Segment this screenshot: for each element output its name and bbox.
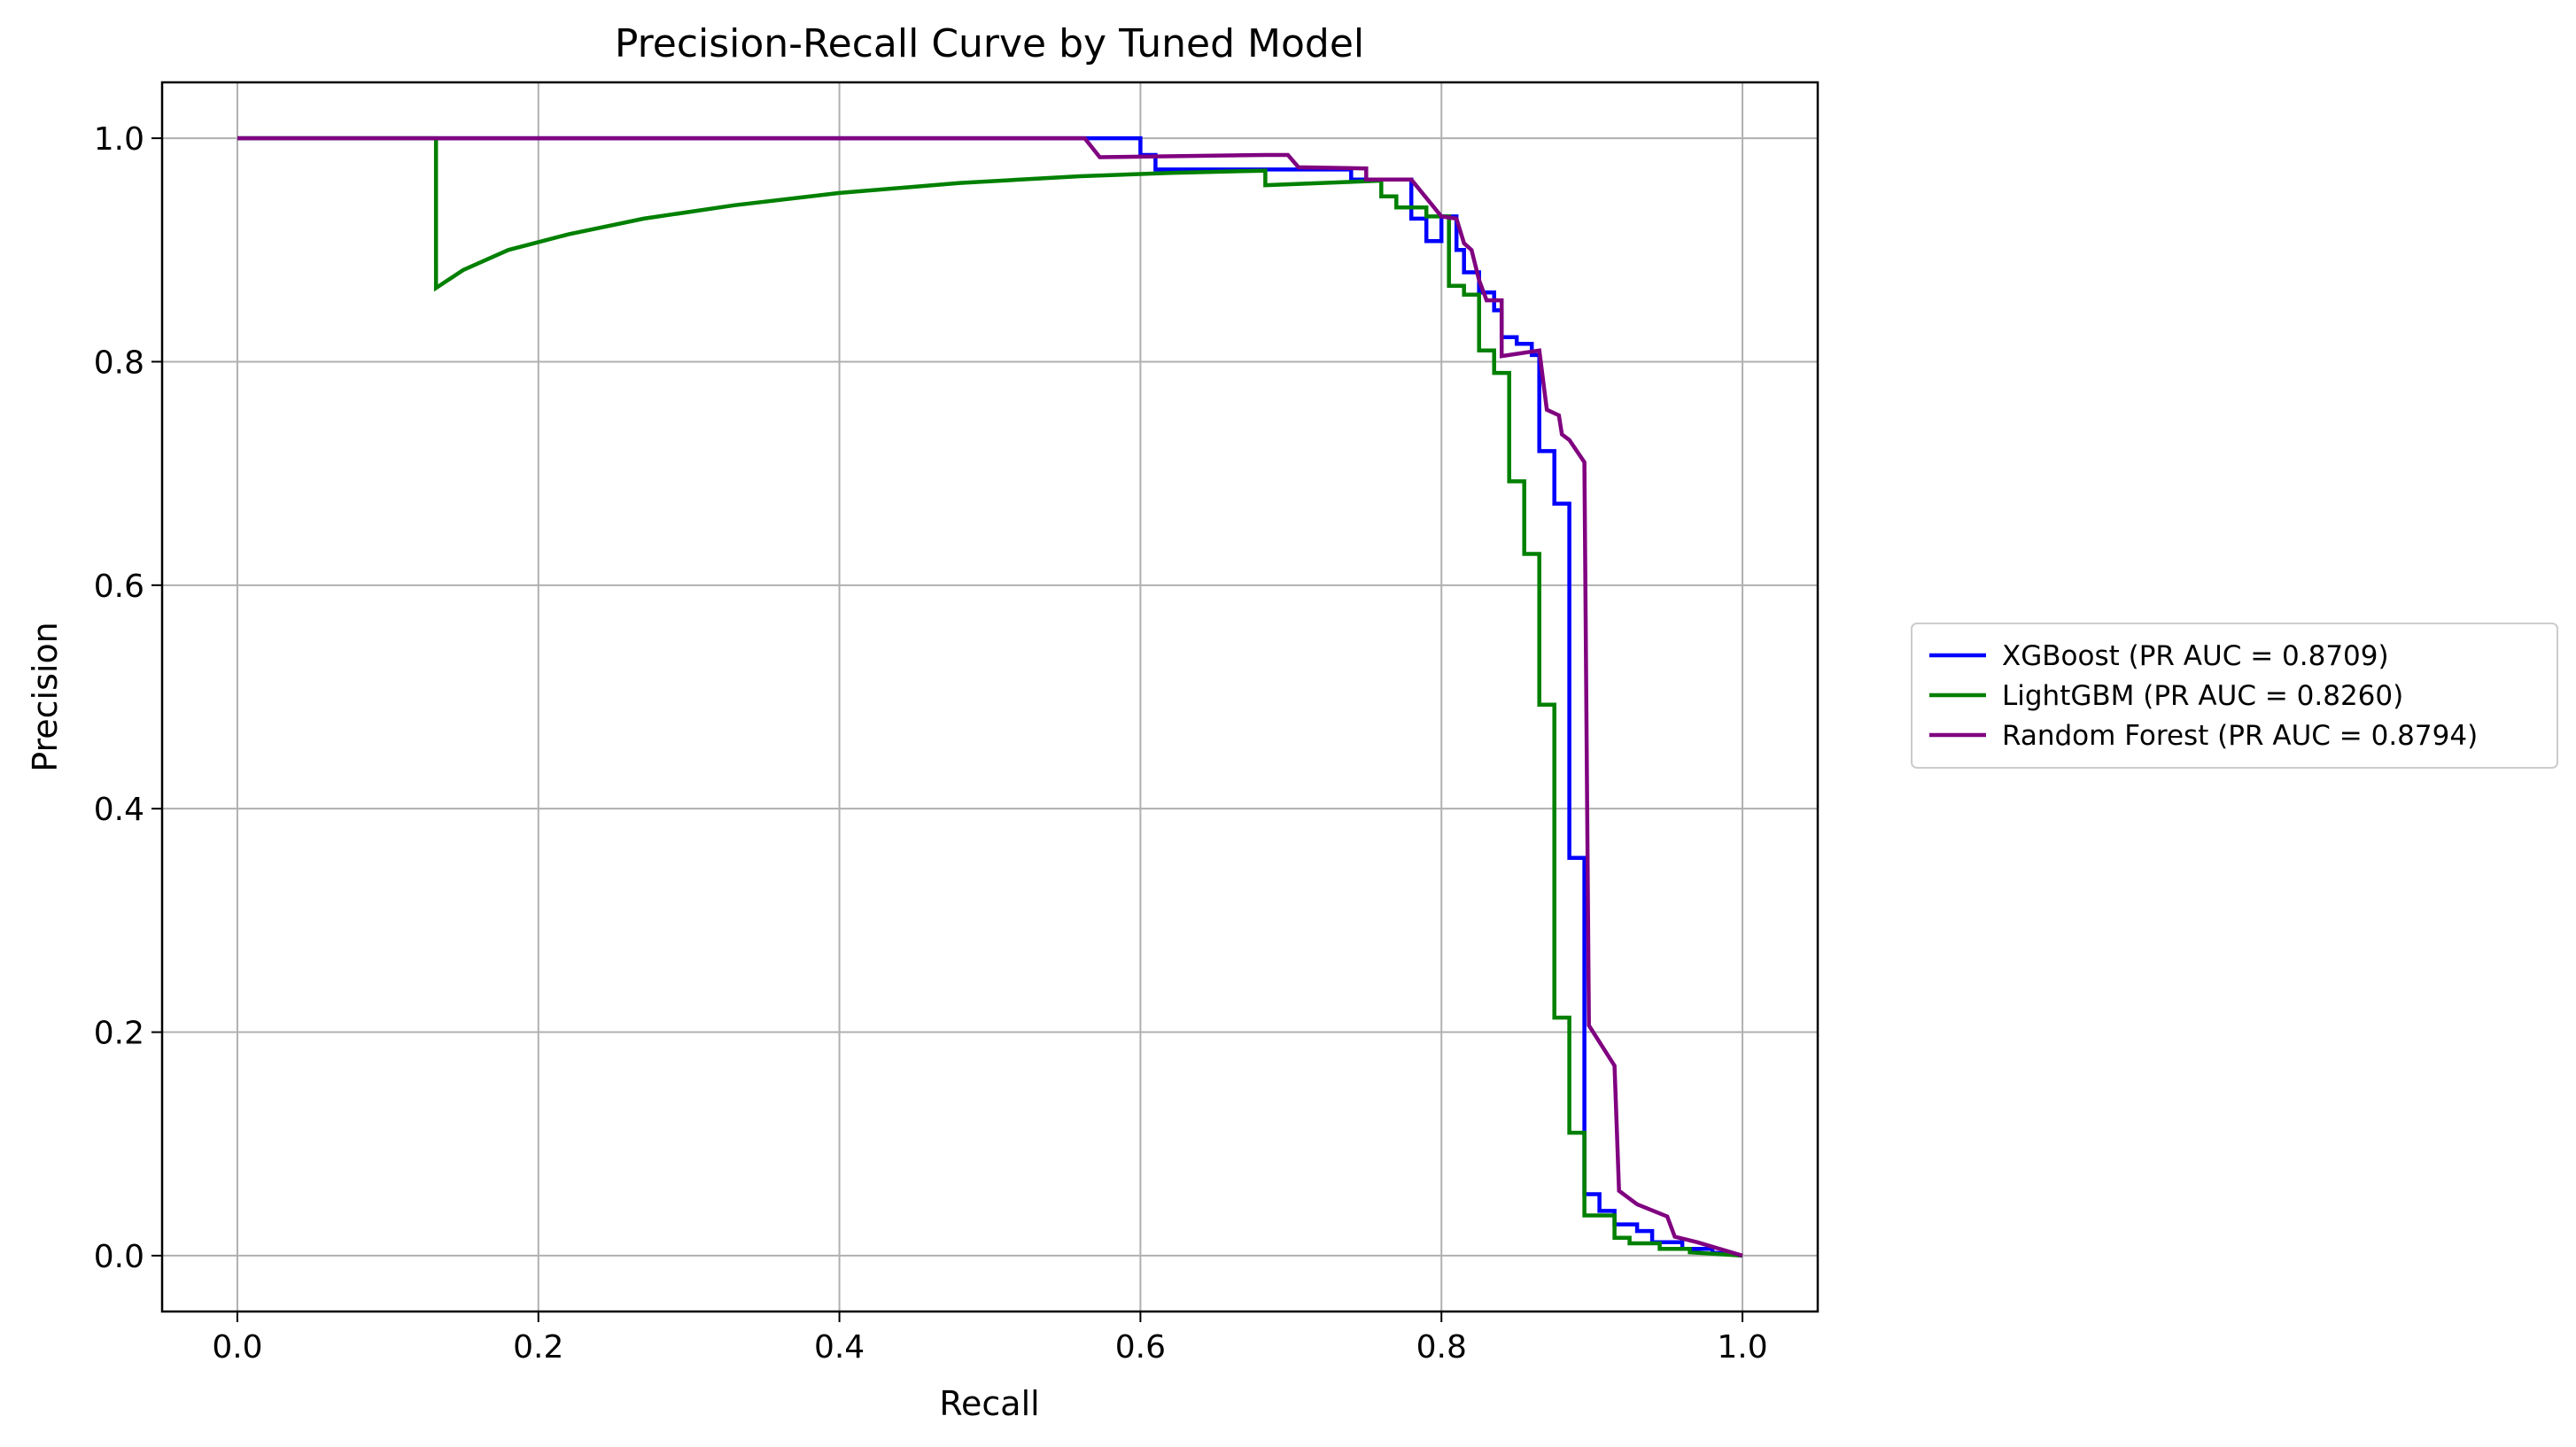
x-tick-label: 0.4 bbox=[814, 1329, 865, 1366]
series-line-random-forest bbox=[237, 135, 1743, 1258]
axis-ticks: 0.0 0.2 0.4 0.6 0.8 1.0 0.0 0.2 0.4 0.6 0.8 1.0 bbox=[94, 121, 1768, 1366]
y-tick-label: 0.0 bbox=[94, 1239, 144, 1275]
x-tick-label: 0.0 bbox=[212, 1329, 262, 1366]
series-line-lightgbm bbox=[237, 135, 1743, 1258]
series-layer bbox=[237, 135, 1743, 1258]
x-axis-label: Recall bbox=[939, 1384, 1039, 1423]
y-tick-label: 0.2 bbox=[94, 1016, 144, 1052]
y-axis-label: Precision bbox=[26, 622, 65, 772]
y-tick-label: 0.4 bbox=[94, 792, 144, 828]
plot-frame bbox=[160, 81, 1819, 1313]
y-tick-label: 0.6 bbox=[94, 569, 144, 605]
y-tick-label: 0.8 bbox=[94, 344, 144, 381]
legend-label-xgboost: XGBoost (PR AUC = 0.8709) bbox=[2002, 640, 2389, 672]
x-tick-label: 1.0 bbox=[1717, 1329, 1767, 1366]
chart-title: Precision-Recall Curve by Tuned Model bbox=[615, 21, 1364, 66]
legend-label-random-forest: Random Forest (PR AUC = 0.8794) bbox=[2002, 720, 2478, 752]
series-line-xgboost bbox=[237, 135, 1743, 1258]
y-tick-label: 1.0 bbox=[94, 121, 144, 158]
x-tick-label: 0.8 bbox=[1416, 1329, 1467, 1366]
legend-label-lightgbm: LightGBM (PR AUC = 0.8260) bbox=[2002, 680, 2403, 712]
legend: XGBoost (PR AUC = 0.8709) LightGBM (PR AU… bbox=[1911, 623, 2558, 769]
legend-frame bbox=[1911, 623, 2558, 769]
x-tick-label: 0.6 bbox=[1115, 1329, 1166, 1366]
x-tick-label: 0.2 bbox=[513, 1329, 563, 1366]
